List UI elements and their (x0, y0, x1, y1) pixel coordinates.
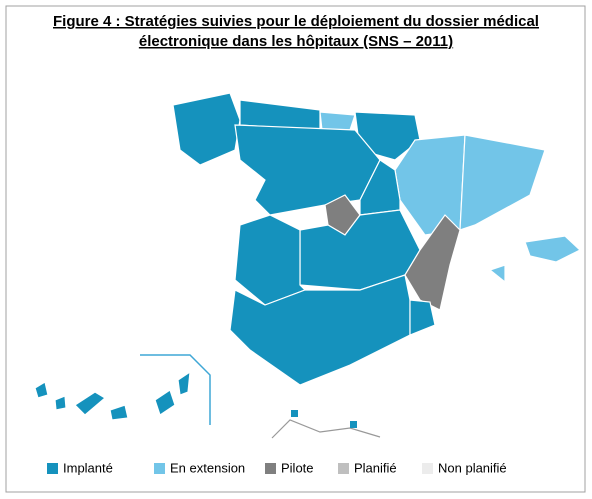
title-line: électronique dans les hôpitaux (SNS – 20… (139, 33, 453, 50)
region (154, 389, 176, 416)
region (74, 391, 107, 416)
legend-label: Planifié (354, 460, 397, 475)
region (234, 124, 381, 216)
frame (5, 5, 586, 493)
region (524, 235, 582, 263)
region (291, 410, 298, 417)
coastline (271, 419, 381, 439)
region (459, 134, 546, 231)
legend-label: Pilote (281, 460, 314, 475)
region (234, 214, 307, 306)
legend-swatch (47, 463, 58, 474)
title-line: Figure 4 : Stratégies suivies pour le dé… (53, 13, 539, 30)
region (299, 209, 421, 291)
legend-swatch (265, 463, 276, 474)
legend-swatch (338, 463, 349, 474)
region (319, 111, 356, 131)
region (109, 404, 129, 421)
region (488, 264, 506, 284)
legend-label: Non planifié (438, 460, 507, 475)
legend-label: Implanté (63, 460, 113, 475)
region (172, 92, 241, 166)
region (34, 381, 49, 399)
region (350, 421, 357, 428)
map (34, 92, 582, 439)
inset-border (140, 354, 211, 425)
legend-swatch (422, 463, 433, 474)
region (54, 395, 67, 411)
region (409, 299, 436, 336)
region (404, 214, 461, 311)
legend: Implanté En extension Pilote Planifié Non pl… (47, 460, 507, 475)
region (177, 370, 191, 396)
legend-label: En extension (170, 460, 245, 475)
legend-swatch (154, 463, 165, 474)
